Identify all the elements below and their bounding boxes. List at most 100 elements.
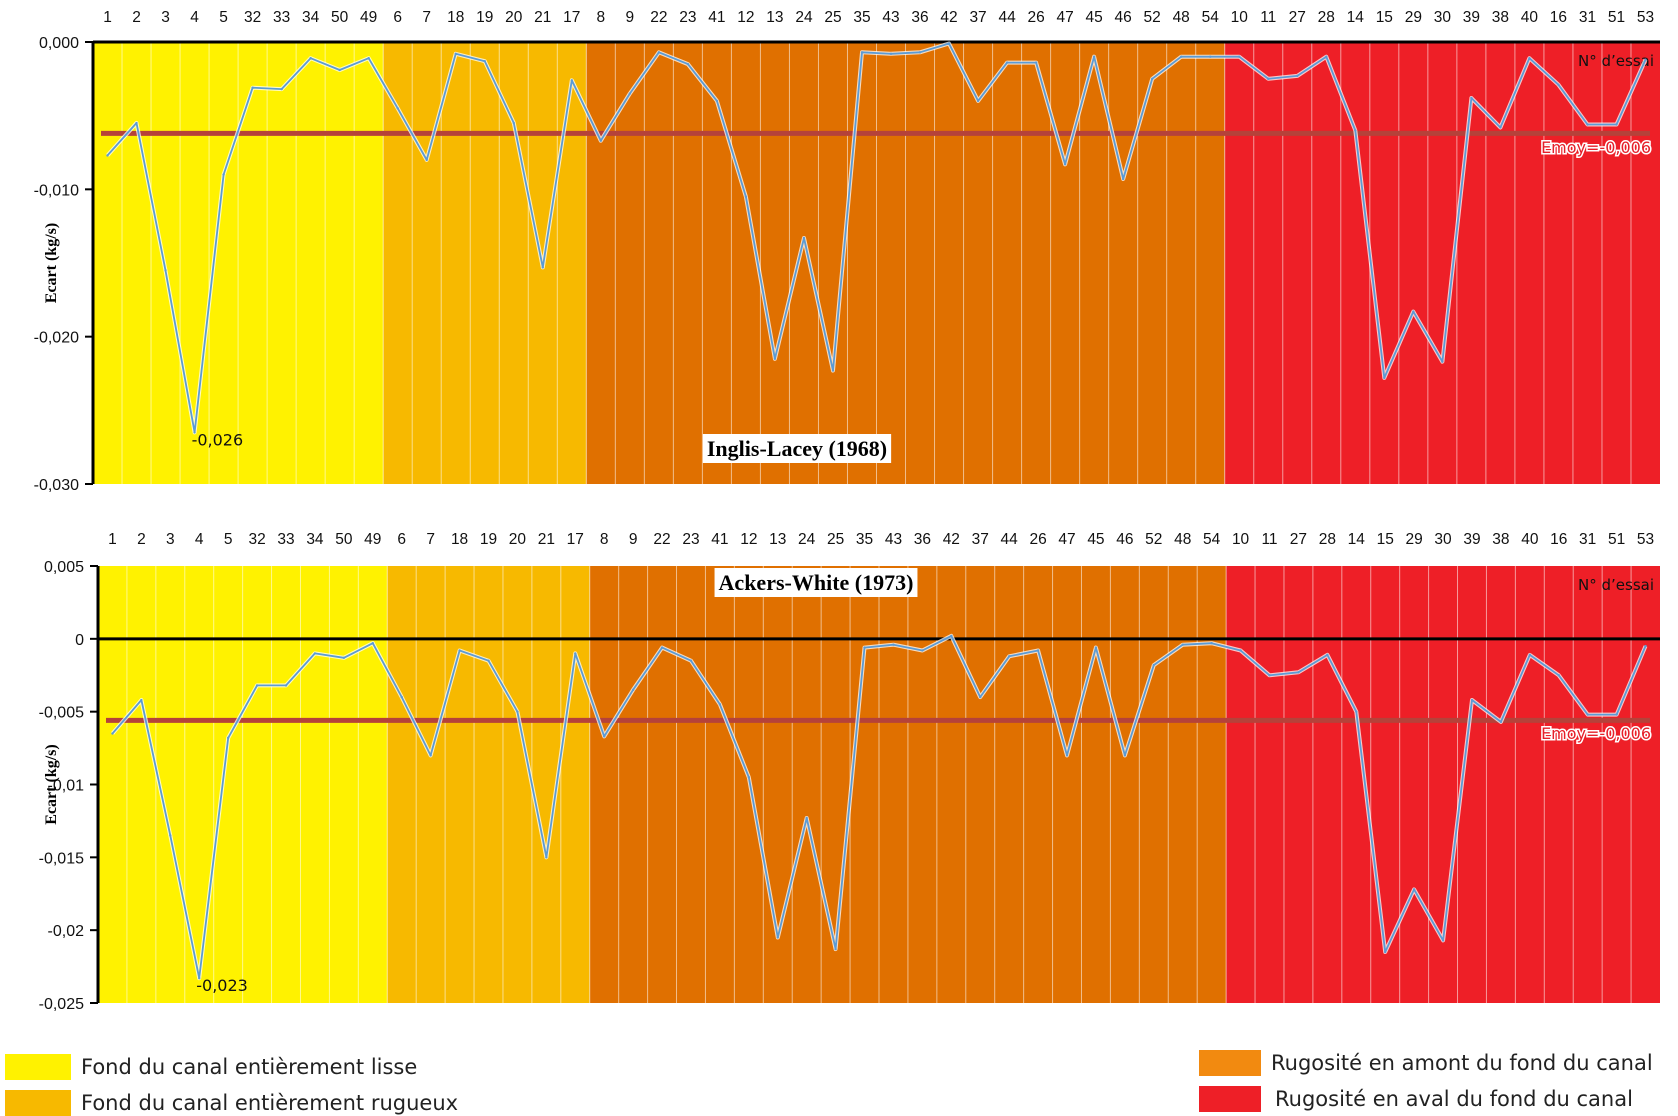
legend-swatch-rough bbox=[5, 1090, 71, 1116]
chart1-x-tick-label: 48 bbox=[1173, 9, 1190, 26]
chart1-data-point bbox=[280, 87, 283, 91]
chart2-data-point bbox=[1586, 713, 1589, 716]
chart2-x-tick-label: 5 bbox=[224, 531, 233, 548]
chart1-data-point bbox=[599, 139, 603, 142]
chart2-x-tick-label: 17 bbox=[567, 531, 584, 548]
chart1-x-tick-label: 16 bbox=[1550, 9, 1567, 26]
chart2-data-point bbox=[111, 732, 114, 735]
chart2-data-point bbox=[1557, 674, 1560, 677]
chart2-x-tick-label: 40 bbox=[1521, 531, 1539, 548]
chart2-zone-2 bbox=[387, 566, 590, 1003]
chart2-data-point bbox=[718, 703, 722, 706]
chart2-x-tick-label: 44 bbox=[1001, 531, 1019, 548]
chart1-x-tick-label: 39 bbox=[1463, 9, 1480, 26]
chart2-min-annotation: -0,023 bbox=[196, 976, 248, 995]
chart2-y-tick-label: -0,01 bbox=[48, 778, 85, 795]
chart1-x-tick-label: 30 bbox=[1434, 9, 1452, 26]
legend-label-smooth: Fond du canal entièrement lisse bbox=[81, 1055, 418, 1079]
chart1-x-tick-label: 3 bbox=[161, 9, 170, 26]
chart1-data-point bbox=[367, 57, 370, 60]
chart1-x-tick-label: 42 bbox=[940, 9, 957, 26]
chart1-data-point bbox=[1615, 123, 1618, 126]
chart2-data-point bbox=[342, 656, 346, 659]
chart1-data-point bbox=[135, 121, 138, 125]
chart2-x-tick-label: 30 bbox=[1434, 531, 1452, 548]
chart1-data-point bbox=[570, 79, 574, 82]
chart2-data-point bbox=[660, 646, 664, 649]
chart1-data-point bbox=[1412, 310, 1415, 313]
chart2-x-tick-label: 38 bbox=[1492, 531, 1509, 548]
chart2-data-point bbox=[603, 735, 606, 738]
chart2-y-axis-title: Ecart (kg/s) bbox=[43, 744, 60, 824]
chart2-x-tick-label: 48 bbox=[1174, 531, 1191, 548]
chart1-x-tick-label: 51 bbox=[1608, 9, 1625, 26]
chart2-y-tick-label: 0,005 bbox=[44, 559, 84, 576]
chart1-data-point bbox=[860, 51, 864, 54]
chart1-data-point bbox=[1499, 126, 1502, 129]
chart1-data-point bbox=[1150, 77, 1154, 81]
chart1-x-tick-label: 44 bbox=[998, 9, 1016, 26]
chart2-x-tick-label: 23 bbox=[682, 531, 699, 548]
chart1-x-tick-label: 2 bbox=[132, 9, 141, 26]
chart1-x-tick-label: 53 bbox=[1637, 9, 1654, 26]
chart1-data-point bbox=[1470, 96, 1473, 100]
chart1-data-point bbox=[1325, 55, 1328, 58]
chart1-data-point bbox=[976, 99, 980, 103]
chart1-data-point bbox=[193, 431, 196, 434]
chart2-title-box bbox=[714, 568, 918, 597]
chart2-x-tick-label: 13 bbox=[769, 531, 786, 548]
chart1-data-point bbox=[396, 107, 399, 110]
chart2-x-tick-label: 28 bbox=[1319, 531, 1336, 548]
chart1-mean-label: Emoy=-0,006 bbox=[1541, 138, 1651, 157]
chart2-data-point bbox=[1239, 649, 1242, 652]
chart1-x-tick-label: 11 bbox=[1260, 9, 1276, 26]
chart2-x-tick-label: 52 bbox=[1145, 531, 1162, 548]
chart2-x-tick-label: 20 bbox=[509, 531, 527, 548]
chart1-x-tick-label: 47 bbox=[1056, 9, 1073, 26]
chart1-x-tick-label: 50 bbox=[331, 9, 349, 26]
chart2-data-point bbox=[1036, 649, 1040, 652]
chart1-title: Inglis-Lacey (1968) bbox=[707, 436, 887, 461]
chart2-data-point bbox=[226, 736, 230, 740]
chart1-x-tick-label: 21 bbox=[534, 9, 551, 26]
chart2-series-line bbox=[111, 635, 1647, 980]
chart1-data-point bbox=[1586, 123, 1589, 126]
chart2-x-tick-label: 37 bbox=[972, 531, 989, 548]
chart2-x-axis-title: N° d’essai bbox=[1578, 576, 1654, 594]
chart2-x-tick-label: 22 bbox=[653, 531, 670, 548]
chart1-data-point bbox=[222, 173, 225, 176]
legend-item-downstream: Rugosité en aval du fond du canal bbox=[1199, 1086, 1633, 1112]
chart1-data-point bbox=[1644, 58, 1647, 61]
chart1-x-tick-label: 29 bbox=[1405, 9, 1422, 26]
chart1-x-tick-label: 7 bbox=[422, 9, 431, 26]
chart2-data-point bbox=[747, 776, 751, 779]
chart1-x-tick-label: 54 bbox=[1202, 9, 1220, 26]
chart1-x-tick-label: 15 bbox=[1376, 9, 1393, 26]
chart2-x-tick-label: 39 bbox=[1463, 531, 1480, 548]
chart2-x-tick-label: 35 bbox=[856, 531, 873, 548]
chart1-data-point bbox=[1092, 55, 1096, 58]
chart2-data-point bbox=[1210, 642, 1213, 645]
chart1-x-tick-label: 31 bbox=[1579, 9, 1596, 26]
chart1-data-point bbox=[947, 42, 951, 45]
chart2-data-point bbox=[400, 695, 403, 699]
chart1-data-point bbox=[454, 52, 457, 55]
chart2-data-point bbox=[371, 642, 374, 645]
chart2-x-tick-label: 25 bbox=[827, 531, 844, 548]
chart1-data-point bbox=[309, 57, 312, 60]
chart2-data-point bbox=[921, 649, 924, 652]
chart2-data-point bbox=[1470, 698, 1474, 702]
chart2-data-point bbox=[516, 710, 519, 713]
chart2-data-point bbox=[1094, 646, 1098, 649]
chart1-y-axis-title: Ecart (kg/s) bbox=[43, 223, 60, 303]
chart2-x-tick-label: 50 bbox=[335, 531, 353, 548]
chart1-data-point bbox=[1267, 77, 1270, 81]
chart2-data-point bbox=[574, 652, 577, 655]
chart2-data-point bbox=[1355, 710, 1358, 713]
chart1-title-group: Inglis-Lacey (1968) bbox=[702, 434, 892, 463]
chart2-x-tick-label: 42 bbox=[943, 531, 960, 548]
chart1-data-point bbox=[1005, 61, 1009, 64]
chart2-data-point bbox=[458, 649, 461, 652]
chart1-data-point bbox=[512, 121, 515, 125]
chart2-x-tick-label: 41 bbox=[711, 531, 728, 548]
